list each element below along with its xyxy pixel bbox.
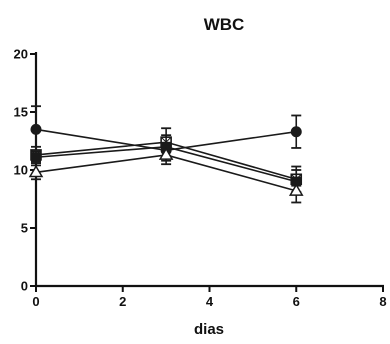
x-tick-label: 2 (119, 294, 126, 309)
data-point-triangle (28, 164, 44, 178)
x-axis-title: dias (194, 321, 224, 338)
data-point-circle (30, 123, 42, 135)
y-tick-label: 20 (14, 47, 28, 62)
data-point-square (31, 152, 41, 163)
y-tick-label: 5 (21, 221, 28, 236)
data-point-circle (290, 126, 302, 138)
x-tick-label: 0 (32, 294, 39, 309)
series-4 (28, 144, 304, 204)
plot-area (28, 105, 304, 204)
y-tick-label: 10 (14, 163, 28, 178)
y-tick-label: 0 (21, 279, 28, 294)
data-point-triangle (288, 183, 304, 196)
y-tick-label: 15 (14, 105, 28, 120)
chart-title: WBC (204, 15, 245, 34)
data-point-triangle (158, 147, 174, 160)
x-tick-label: 4 (206, 294, 214, 309)
x-tick-label: 6 (293, 294, 300, 309)
axes: 0 5 10 15 20 0 2 4 6 8 (14, 47, 387, 310)
x-tick-label: 8 (379, 294, 386, 309)
